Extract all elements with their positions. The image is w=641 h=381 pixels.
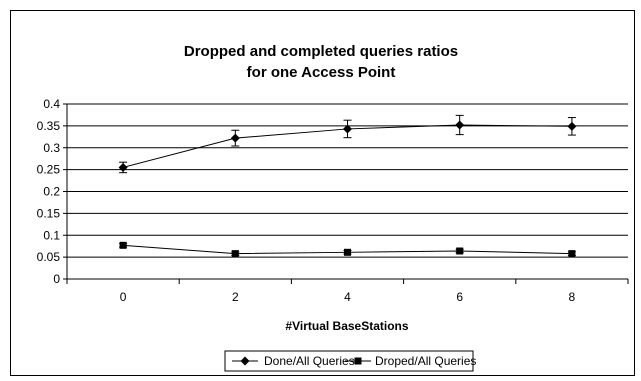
y-tick-label: 0: [53, 272, 60, 286]
series-1: [118, 114, 577, 174]
legend-label: Done/All Queries: [264, 354, 355, 368]
data-point: [230, 133, 240, 143]
y-tick-label: 0.15: [37, 206, 61, 220]
data-point: [568, 250, 576, 258]
y-tick-label: 0.05: [37, 250, 61, 264]
x-tick-label: 6: [456, 290, 463, 304]
data-point: [456, 247, 464, 255]
legend-marker-square: [354, 357, 362, 365]
data-point: [343, 124, 352, 134]
y-tick-label: 0.4: [43, 97, 60, 111]
data-point: [344, 248, 351, 256]
y-tick-label: 0.2: [43, 185, 60, 199]
y-tick-label: 0.1: [43, 228, 60, 242]
chart-title-line-2: for one Access Point: [247, 64, 396, 81]
data-point: [231, 250, 239, 258]
x-tick-label: 4: [344, 290, 351, 304]
x-tick-label: 0: [120, 290, 127, 304]
y-tick-label: 0.3: [43, 141, 60, 155]
x-axis-title: #Virtual BaseStations: [285, 319, 408, 333]
chart-frame: [10, 10, 635, 376]
x-tick-label: 2: [232, 290, 239, 304]
legend-marker-diamond: [240, 356, 250, 366]
legend: Done/All Queries Droped/All Queries: [224, 350, 476, 372]
data-point: [119, 241, 127, 249]
data-point: [455, 120, 465, 130]
gridlines: [67, 103, 628, 280]
series-2: [119, 241, 576, 258]
legend-label: Droped/All Queries: [375, 354, 476, 368]
chart-title-line-1: Dropped and completed queries ratios: [184, 43, 458, 60]
axes: 0 0.05 0.1 0.15 0.2 0.25 0.3 0.35 0.4 0 2 4 6 8: [37, 97, 629, 304]
data-point: [118, 162, 128, 172]
x-tick-label: 8: [569, 290, 576, 304]
data-point: [567, 121, 577, 131]
y-tick-label: 0.25: [37, 163, 61, 177]
y-tick-label: 0.35: [37, 119, 61, 133]
series-layer: [118, 114, 577, 258]
